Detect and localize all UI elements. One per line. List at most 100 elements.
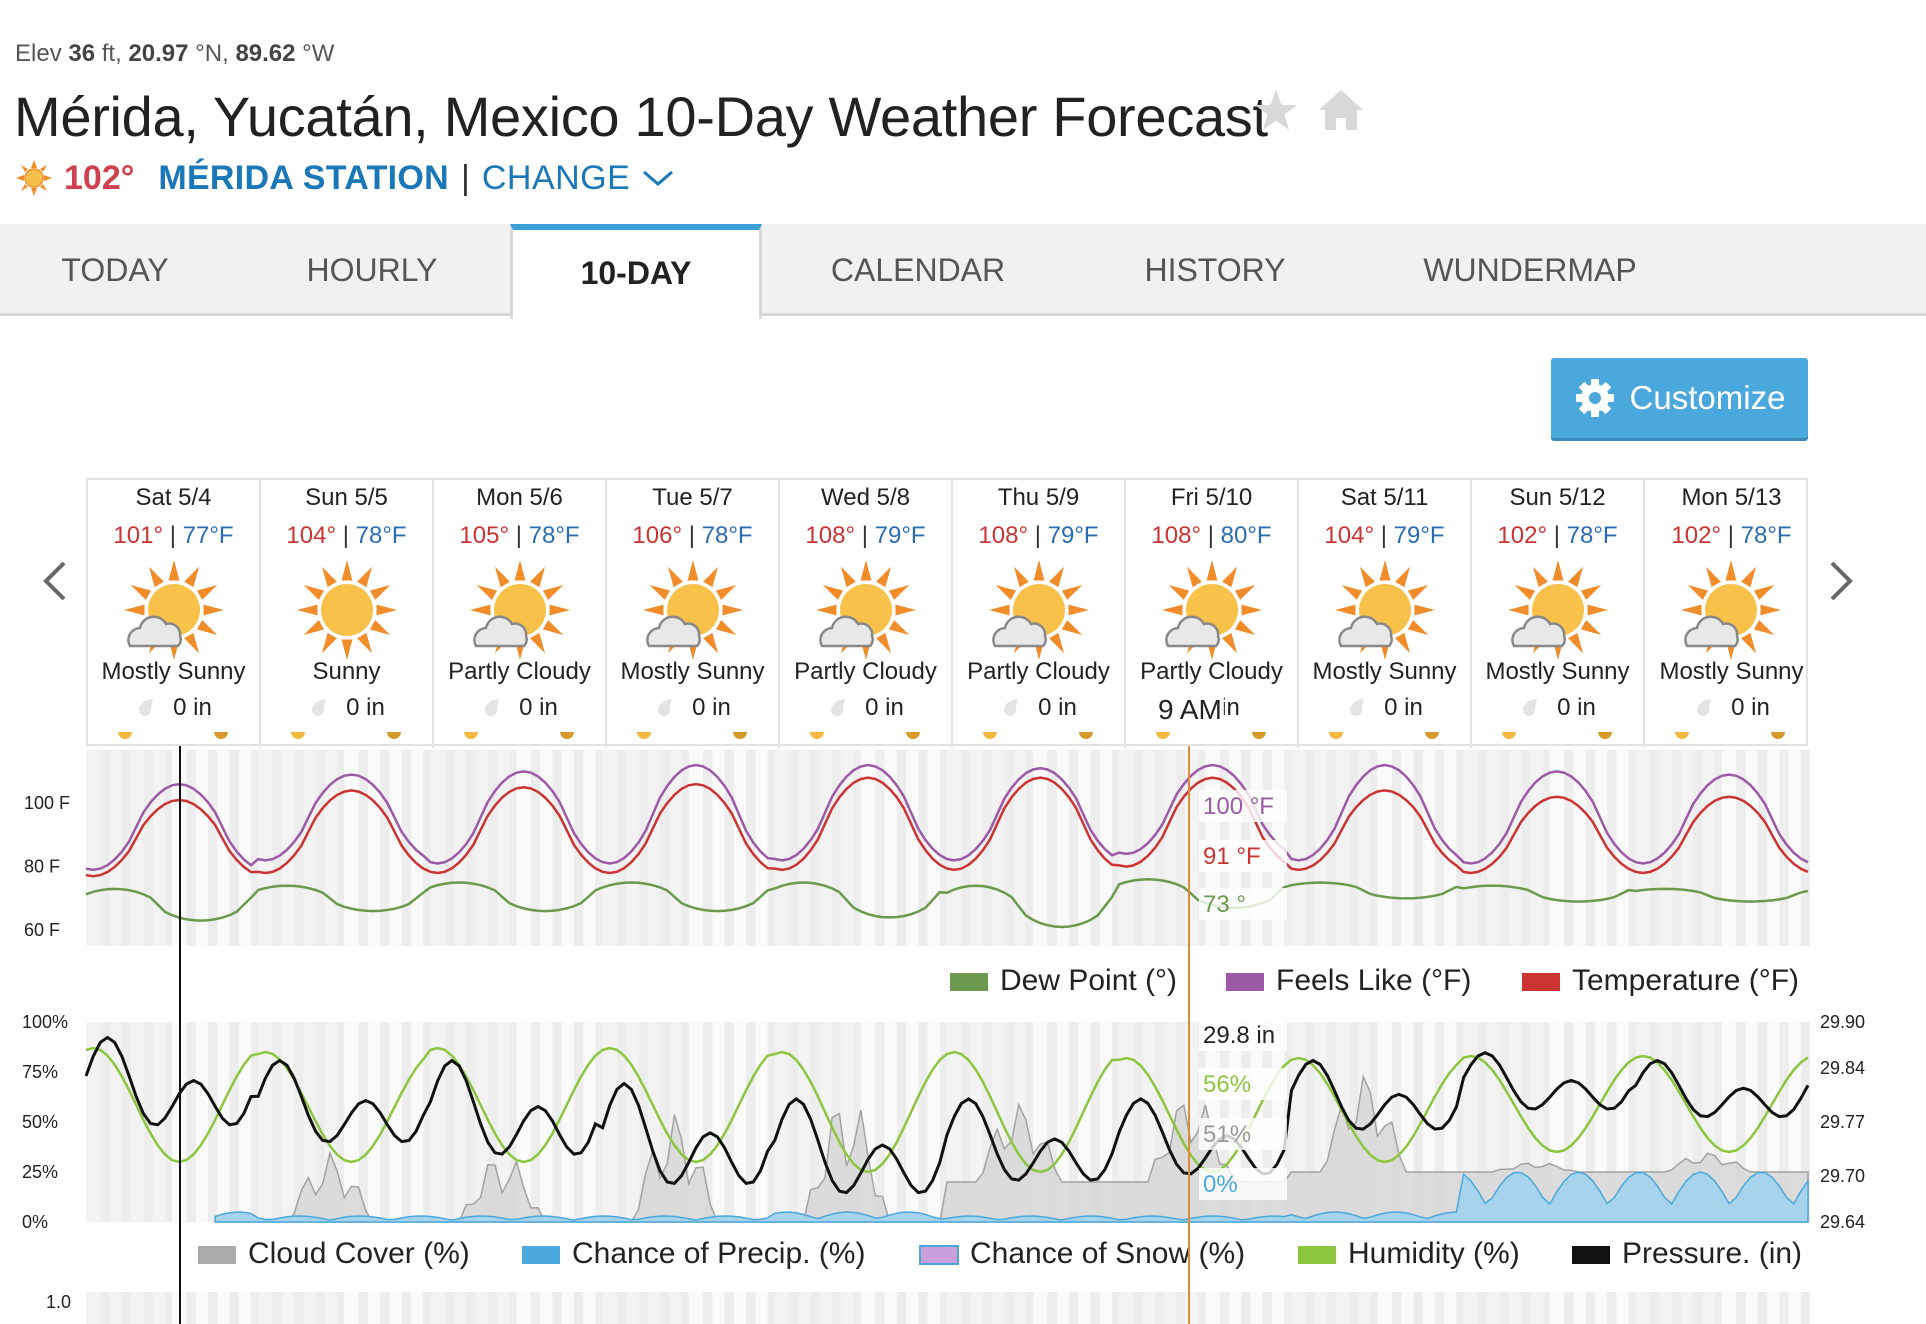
day-card[interactable]: Mon 5/13 102° | 78°F Mostly Sunny 0 in (1645, 480, 1818, 748)
forecast-charts[interactable]: 100 F 80 F 60 F Dew Point (°) Feels Like (°F… (0, 746, 1926, 1324)
mostly-sunny-icon (468, 558, 572, 662)
day-card[interactable]: Sat 5/11 104° | 79°F Mostly Sunny 0 in (1299, 480, 1472, 748)
tooltip-temperature-bg (1199, 840, 1287, 872)
humidity-chart-band-stripe (767, 1022, 777, 1222)
precip-amount-chart-band-stripe (1025, 1292, 1036, 1324)
humidity-chart-band-stripe (121, 1022, 132, 1222)
legend-humidity[interactable]: Humidity (%) (1348, 1237, 1520, 1270)
temp-chart-band-stripe (1456, 750, 1466, 946)
day-precip-amount: 0 in (346, 694, 385, 721)
star-icon[interactable] (1255, 90, 1297, 130)
day-condition: Mostly Sunny (1485, 658, 1630, 685)
legend-pressure[interactable]: Pressure. (in) (1622, 1237, 1802, 1270)
sunset-marker (1771, 732, 1785, 739)
humidity-chart-band-stripe (1155, 1022, 1165, 1222)
legend-temperature[interactable]: Temperature (°F) (1572, 964, 1799, 997)
day-card[interactable]: Sun 5/5 104° | 78°F Sunny 0 in (261, 480, 434, 748)
humidity-chart-band-stripe (1327, 1022, 1337, 1222)
temp-chart-band-stripe (1736, 750, 1746, 946)
day-card[interactable]: Fri 5/10 108° | 80°F Partly Cloudy in (1126, 480, 1299, 748)
cloud-icon (1684, 615, 1739, 648)
precip-amount-chart-band-stripe (251, 1292, 261, 1324)
precip-amount-chart-band-stripe (1176, 1292, 1186, 1324)
precip-amount-chart-band-stripe (552, 1292, 562, 1324)
legend-cloud-cover[interactable]: Cloud Cover (%) (248, 1237, 470, 1270)
tab-history[interactable]: HISTORY (1144, 252, 1286, 288)
tab-today[interactable]: TODAY (61, 252, 169, 288)
precip-amount-chart-band-stripe (315, 1292, 325, 1324)
day-card[interactable]: Mon 5/6 105° | 78°F Partly Cloudy 0 in (434, 480, 607, 748)
next-days-button[interactable] (1826, 556, 1856, 616)
temp-chart-band-stripe (552, 750, 562, 946)
day-card[interactable]: Thu 5/9 108° | 79°F Partly Cloudy 0 in (953, 480, 1126, 748)
humidity-chart-band-stripe (1025, 1022, 1036, 1222)
day-name: Thu 5/9 (997, 484, 1080, 511)
home-icon[interactable] (1319, 90, 1363, 130)
precip-amount-chart-band-stripe (1305, 1292, 1316, 1324)
temp-chart-band-stripe (401, 750, 412, 946)
day-condition: Partly Cloudy (967, 658, 1110, 685)
day-card[interactable]: Tue 5/7 106° | 78°F Mostly Sunny 0 in (607, 480, 780, 748)
precip-amount-chart-band-stripe (509, 1292, 519, 1324)
day-condition: Partly Cloudy (1140, 658, 1283, 685)
legend-snow-chance[interactable]: Chance of Snow (%) (970, 1237, 1245, 1270)
day-card[interactable]: Sun 5/12 102° | 78°F Mostly Sunny 0 in (1472, 480, 1645, 748)
tooltip-feels-like: 100 °F (1203, 793, 1274, 820)
humidity-chart-band-stripe (100, 1022, 110, 1222)
precip-amount-chart-band-stripe (444, 1292, 455, 1324)
tab-wundermap[interactable]: WUNDERMAP (1423, 252, 1637, 288)
sunset-marker (733, 732, 747, 739)
sun-icon (295, 558, 399, 662)
temp-y-tick-label: 100 F (24, 793, 70, 813)
precip-amount-chart-band-stripe (186, 1292, 196, 1324)
temp-chart-band-stripe (896, 750, 907, 946)
humidity-chart-band-stripe (423, 1022, 433, 1222)
customize-button[interactable]: Customize (1551, 358, 1808, 438)
day-hi-lo: 102° | 78°F (1497, 522, 1618, 549)
day-condition: Mostly Sunny (1659, 658, 1804, 685)
humidity-chart-band-stripe (1671, 1022, 1682, 1222)
legend-feels-like[interactable]: Feels Like (°F) (1276, 964, 1471, 997)
day-card[interactable]: Sat 5/4 101° | 77°F Mostly Sunny 0 in (88, 480, 261, 748)
precip-amount-chart-band-stripe (616, 1292, 627, 1324)
humidity-chart-band-stripe (1779, 1022, 1789, 1222)
humidity-chart-band-stripe (573, 1022, 584, 1222)
temp-chart-band-stripe (832, 750, 842, 946)
precip-amount-chart-band-stripe (1607, 1292, 1617, 1324)
day-high: 108° (1151, 522, 1202, 549)
station-name[interactable]: MÉRIDA STATION (158, 158, 449, 197)
chevron-down-icon[interactable] (640, 166, 676, 190)
prev-days-button[interactable] (40, 556, 70, 616)
tab-calendar[interactable]: CALENDAR (830, 252, 1006, 288)
tooltip-humidity-bg (1199, 1068, 1287, 1100)
day-card[interactable]: Wed 5/8 108° | 79°F Partly Cloudy 0 in (780, 480, 953, 748)
precip-amount-chart-band-stripe (896, 1292, 907, 1324)
temp-chart-band-stripe (315, 750, 325, 946)
temp-chart-band-stripe (1714, 750, 1725, 946)
day-high: 102° (1497, 522, 1548, 549)
temp-chart-band-stripe (1521, 750, 1531, 946)
tab-hourly[interactable]: HOURLY (306, 252, 438, 288)
legend-snow-chance-swatch (919, 1245, 959, 1265)
day-precip: 0 in (1299, 694, 1470, 722)
temp-chart-band-stripe (1779, 750, 1789, 946)
legend-precip-chance[interactable]: Chance of Precip. (%) (572, 1237, 865, 1270)
day-hi-lo: 108° | 79°F (805, 522, 926, 549)
tab-10-day[interactable]: 10-DAY (510, 224, 762, 319)
day-precip-amount: 0 in (1384, 694, 1423, 721)
day-precip-amount: 0 in (519, 694, 558, 721)
percent-y-tick-label: 0% (22, 1212, 48, 1232)
sunset-marker (906, 732, 920, 739)
raindrop-icon (1350, 699, 1365, 716)
day-name: Mon 5/13 (1681, 484, 1782, 511)
mostly-sunny-icon (1333, 558, 1437, 662)
precip-amount-chart-band-stripe (660, 1292, 670, 1324)
precip-amount-chart-band-stripe (1477, 1292, 1488, 1324)
legend-dew-point[interactable]: Dew Point (°) (1000, 964, 1177, 997)
cloud-icon (992, 615, 1047, 648)
change-station-button[interactable]: CHANGE (481, 158, 631, 197)
day-precip: 0 in (607, 694, 778, 722)
humidity-chart-band-stripe (337, 1022, 347, 1222)
cloud-icon (1165, 615, 1220, 648)
temp-chart-band-stripe (1025, 750, 1036, 946)
